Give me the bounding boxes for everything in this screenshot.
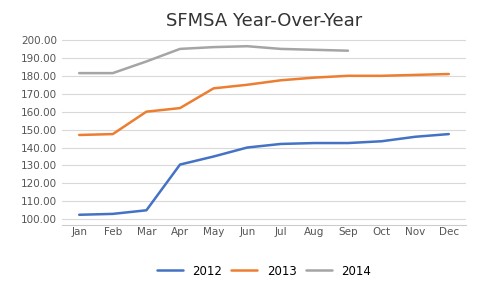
2012 <box>244 146 250 149</box>
2013 <box>379 74 384 77</box>
2014 <box>345 49 351 52</box>
Line: 2013: 2013 <box>79 74 449 135</box>
2013 <box>244 83 250 86</box>
2014 <box>312 48 317 52</box>
2013 <box>278 79 284 82</box>
2012 <box>278 142 284 146</box>
2012 <box>446 132 452 136</box>
2014 <box>177 47 183 51</box>
Line: 2012: 2012 <box>79 134 449 215</box>
2014 <box>110 71 116 75</box>
2014 <box>76 71 82 75</box>
Line: 2014: 2014 <box>79 46 348 73</box>
2012 <box>345 141 351 145</box>
2013 <box>412 73 418 77</box>
2013 <box>312 76 317 79</box>
Legend: 2012, 2013, 2014: 2012, 2013, 2014 <box>156 265 372 278</box>
2013 <box>144 110 149 113</box>
2012 <box>412 135 418 139</box>
2014 <box>211 46 216 49</box>
2012 <box>144 209 149 212</box>
2013 <box>446 72 452 76</box>
2012 <box>312 141 317 145</box>
2013 <box>345 74 351 77</box>
Title: SFMSA Year-Over-Year: SFMSA Year-Over-Year <box>166 12 362 30</box>
2013 <box>177 106 183 110</box>
2013 <box>110 132 116 136</box>
2012 <box>76 213 82 217</box>
2013 <box>211 87 216 90</box>
2014 <box>144 60 149 63</box>
2012 <box>379 139 384 143</box>
2014 <box>244 44 250 48</box>
2014 <box>278 47 284 51</box>
2012 <box>177 163 183 166</box>
2012 <box>211 155 216 158</box>
2013 <box>76 133 82 137</box>
2012 <box>110 212 116 216</box>
